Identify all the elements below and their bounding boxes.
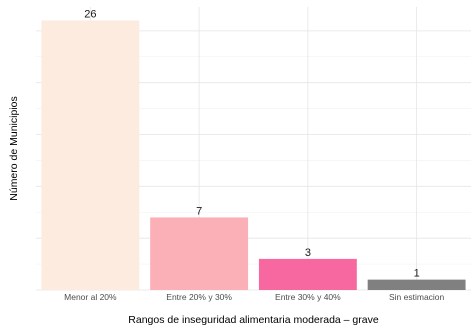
bar bbox=[367, 279, 466, 290]
y-axis-title: Número de Municipios bbox=[8, 96, 20, 200]
bar-value-label: 3 bbox=[305, 247, 311, 259]
data-labels: 26 7 3 1 bbox=[84, 8, 419, 279]
x-axis-title: Rangos de inseguridad alimentaria modera… bbox=[128, 314, 379, 326]
x-tick-label: Sin estimacion bbox=[389, 292, 445, 302]
bar bbox=[258, 258, 357, 290]
x-tick-label: Entre 20% y 30% bbox=[166, 292, 232, 302]
bar bbox=[150, 217, 249, 290]
bar-value-label: 1 bbox=[414, 268, 420, 280]
bar-value-label: 26 bbox=[84, 8, 96, 20]
bars bbox=[41, 20, 466, 290]
bar bbox=[41, 20, 140, 290]
bar-value-label: 7 bbox=[196, 205, 202, 217]
x-tick-label: Menor al 20% bbox=[64, 292, 117, 302]
x-tick-label: Entre 30% y 40% bbox=[275, 292, 341, 302]
x-tick-labels: Menor al 20% Entre 20% y 30% Entre 30% y 4… bbox=[64, 292, 444, 302]
